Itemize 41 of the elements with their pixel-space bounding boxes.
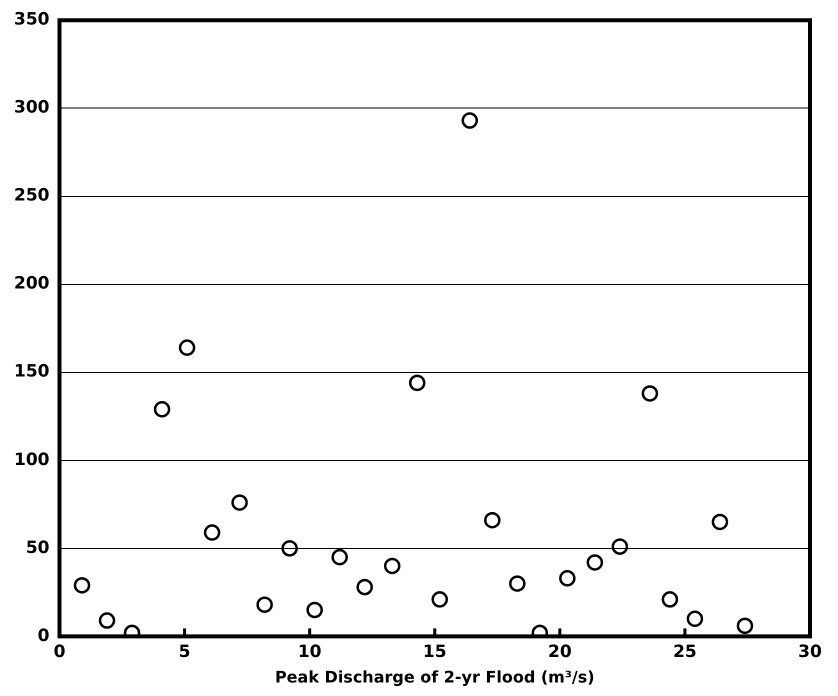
x-tick-label: 15 bbox=[422, 642, 447, 662]
point bbox=[484, 512, 501, 528]
point bbox=[509, 575, 526, 592]
point bbox=[231, 494, 248, 511]
y-tick-label: 50 bbox=[26, 538, 50, 558]
point bbox=[612, 538, 628, 555]
point bbox=[662, 591, 678, 608]
x-tick-label: 25 bbox=[673, 642, 697, 662]
y-tick-label: 300 bbox=[14, 98, 50, 118]
y-tick-label: 350 bbox=[14, 10, 50, 30]
point bbox=[736, 618, 754, 634]
point bbox=[281, 540, 298, 557]
x-tick-label: 20 bbox=[548, 642, 572, 662]
point bbox=[586, 554, 604, 571]
x-axis-title: Peak Discharge of 2-yr Flood (m³/s) bbox=[274, 668, 595, 687]
point bbox=[462, 112, 478, 129]
point bbox=[431, 591, 448, 608]
point bbox=[642, 385, 658, 402]
point bbox=[331, 548, 348, 566]
point bbox=[256, 596, 273, 613]
point bbox=[154, 401, 170, 418]
x-tick-label: 5 bbox=[178, 642, 190, 662]
y-tick-label: 100 bbox=[14, 450, 50, 470]
x-tick-label: 30 bbox=[798, 642, 822, 662]
point bbox=[74, 577, 90, 594]
y-tick-label: 0 bbox=[38, 626, 50, 646]
point bbox=[384, 558, 400, 574]
point bbox=[306, 602, 323, 618]
point bbox=[712, 514, 728, 530]
point bbox=[98, 612, 116, 629]
y-tick-label: 150 bbox=[14, 362, 50, 382]
point bbox=[559, 570, 576, 587]
x-tick-label: 10 bbox=[298, 642, 322, 662]
y-tick-label: 200 bbox=[14, 274, 50, 294]
point bbox=[204, 524, 220, 541]
x-tick-label: 0 bbox=[54, 642, 66, 662]
point bbox=[178, 339, 196, 356]
point bbox=[686, 610, 704, 628]
y-tick-label: 250 bbox=[14, 186, 50, 206]
point bbox=[408, 374, 426, 392]
point bbox=[356, 578, 373, 596]
